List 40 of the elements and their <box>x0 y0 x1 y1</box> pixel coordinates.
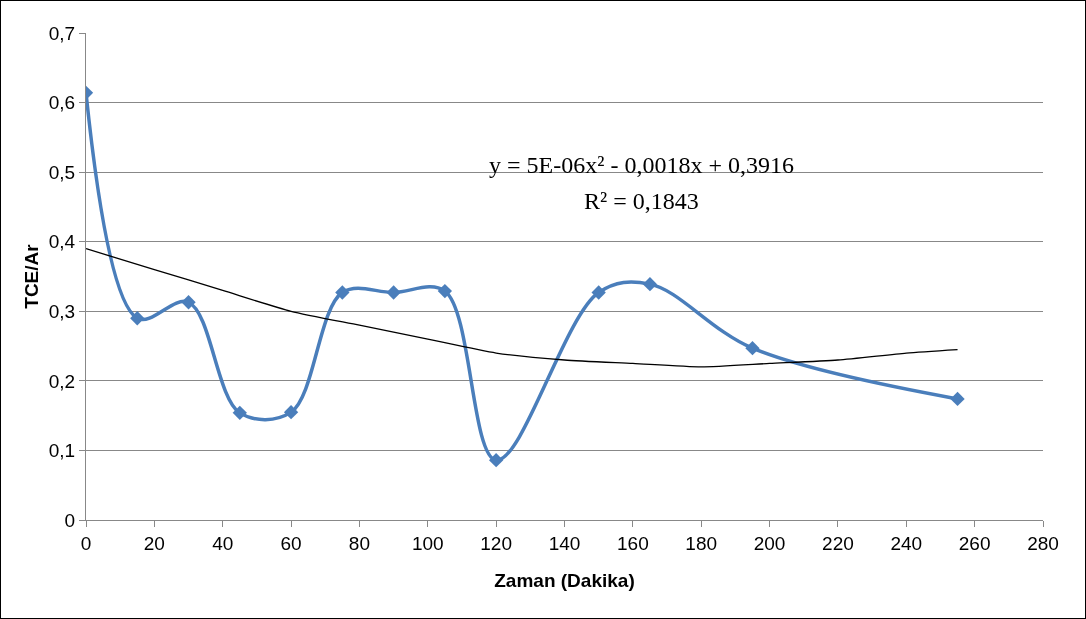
x-tick-label: 240 <box>890 532 923 554</box>
x-tick-label: 140 <box>548 532 581 554</box>
point <box>437 283 453 299</box>
x-tick-label: 60 <box>280 532 302 554</box>
point <box>232 405 247 421</box>
annotation: y = 5E-06x² - 0,0018x + 0,3916 <box>489 152 794 178</box>
x-tick-label: 200 <box>753 532 786 554</box>
point <box>745 341 760 356</box>
y-tick-label: 0,6 <box>48 92 76 114</box>
y-tick-label: 0 <box>64 509 76 531</box>
y-tick-label: 0,5 <box>48 161 76 183</box>
x-tick-label: 80 <box>348 532 370 554</box>
x-tick-label: 280 <box>1027 532 1059 554</box>
y-tick-label: 0,2 <box>48 370 76 392</box>
x-tick-label: 120 <box>480 532 512 554</box>
x-tick-label: 100 <box>411 532 444 554</box>
line-series <box>86 248 959 368</box>
point <box>488 453 504 468</box>
point <box>386 285 401 300</box>
annotation: R² = 0,1843 <box>584 188 699 214</box>
point <box>950 391 965 407</box>
y-tick-label: 0,1 <box>48 440 76 462</box>
x-tick-label: 40 <box>212 532 234 554</box>
point <box>591 285 606 300</box>
point <box>181 295 196 310</box>
x-tick-label: 0 <box>80 532 92 554</box>
y-axis-title: TCE/Ar <box>21 243 42 309</box>
x-tick-label: 220 <box>822 532 854 554</box>
y-tick-label: 0,7 <box>48 22 76 44</box>
x-axis-title: Zaman (Dakika) <box>494 570 635 591</box>
x-tick-label: 260 <box>958 532 991 554</box>
x-tick-label: 20 <box>143 532 165 554</box>
y-tick-label: 0,4 <box>48 231 76 253</box>
x-tick-label: 160 <box>617 532 649 554</box>
x-tick-label: 180 <box>685 532 718 554</box>
point <box>283 405 299 420</box>
point <box>642 277 658 292</box>
y-tick-label: 0,3 <box>48 300 76 322</box>
point <box>130 311 145 326</box>
point <box>335 285 350 300</box>
